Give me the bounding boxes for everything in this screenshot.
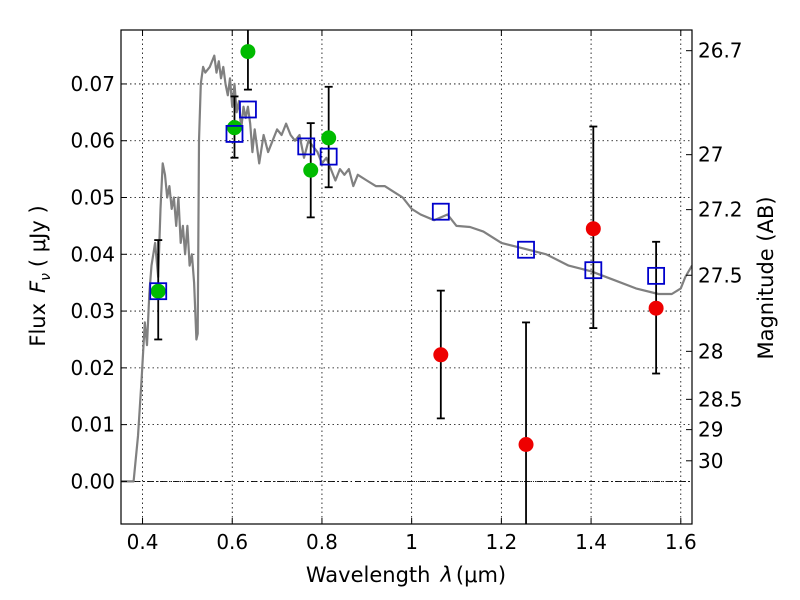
x-tick-label: 0.8 [306,530,338,554]
red-data-point [649,301,663,315]
y-tick-label: 0.07 [70,72,115,96]
y-tick-label: 0.04 [70,242,115,266]
y-tick-label: 0.00 [70,469,115,493]
green-data-point [241,45,255,59]
sed-chart: 0.4 0.6 0.8 1 1.2 1.4 1.6 0.00 0.01 0.02 0.03 0.04… [0,0,800,600]
y-axis-label: FluxFν( μJy ) [26,205,54,346]
x-tick-label: 0.4 [127,530,159,554]
x-tick-labels: 0.4 0.6 0.8 1 1.2 1.4 1.6 [127,530,697,554]
y-tick-label: 0.01 [70,413,115,437]
x-tick-label: 0.6 [216,530,248,554]
magnitude-tick-labels: 26.7 27 27.2 27.5 28 28.5 29 30 [698,39,743,473]
magnitude-axis-label: Magnitude (AB) [754,196,778,359]
green-data-point [227,121,241,135]
green-data-point [304,163,318,177]
y-tick-label: 0.02 [70,356,115,380]
x-tick-label: 1.4 [575,530,607,554]
magnitude-tick-label: 28 [698,339,723,363]
model-spectrum-layer [121,56,692,482]
red-data-point [434,348,448,362]
x-tick-label: 1 [405,530,418,554]
x-axis-label: Wavelength λ (μm) [306,563,506,587]
magnitude-tick-label: 26.7 [698,39,743,63]
red-data-point [519,438,533,452]
y-tick-label: 0.03 [70,299,115,323]
y-tick-label: 0.06 [70,129,115,153]
green-data-point [151,284,165,298]
magnitude-tick-label: 30 [698,449,723,473]
observed-points-layer [151,45,663,452]
magnitude-tick-label: 28.5 [698,387,743,411]
green-data-point [322,131,336,145]
magnitude-tick-label: 27 [698,143,723,167]
model-spectrum-line [121,56,692,482]
red-data-point [586,222,600,236]
y-tick-label: 0.05 [70,186,115,210]
x-tick-label: 1.2 [485,530,517,554]
magnitude-tick-label: 27.2 [698,198,743,222]
magnitude-tick-label: 29 [698,418,723,442]
x-tick-label: 1.6 [665,530,697,554]
magnitude-tick-label: 27.5 [698,263,743,287]
y-tick-labels: 0.00 0.01 0.02 0.03 0.04 0.05 0.06 0.07 [70,72,115,493]
